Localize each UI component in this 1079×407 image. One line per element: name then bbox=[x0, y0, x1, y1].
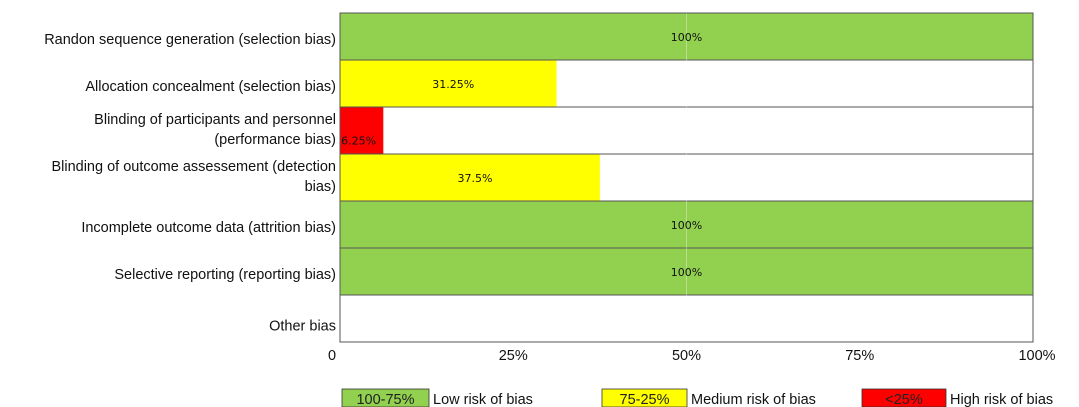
legend-key-label-2: <25% bbox=[885, 392, 923, 407]
gridlines-group bbox=[339, 12, 1034, 343]
category-label-2-line-1: (performance bias) bbox=[214, 132, 336, 148]
legend-label-1: Medium risk of bias bbox=[691, 392, 816, 407]
bar-0 bbox=[340, 13, 1033, 60]
legend-swatch-0 bbox=[341, 388, 430, 407]
category-label-0: Randon sequence generation (selection bi… bbox=[44, 32, 336, 48]
bars-group bbox=[340, 13, 1033, 295]
plot-border bbox=[339, 12, 1034, 343]
bar-value-label-1: 31.25% bbox=[432, 78, 474, 91]
category-labels-group: Randon sequence generation (selection bi… bbox=[44, 32, 336, 334]
legend-label-0: Low risk of bias bbox=[433, 392, 533, 407]
category-label-2-line-0: Blinding of participants and personnel bbox=[94, 112, 336, 128]
x-tick-label-4: 100% bbox=[1018, 348, 1055, 364]
x-tick-labels-group: 0 25% 50% 75% 100% bbox=[328, 348, 1056, 364]
category-label-3-line-1: bias) bbox=[305, 179, 336, 195]
x-tick-label-3: 75% bbox=[845, 348, 874, 364]
legend-swatch-2 bbox=[861, 388, 947, 407]
bar-1 bbox=[340, 60, 557, 107]
bar-value-label-3: 37.5% bbox=[457, 172, 492, 185]
legend: 100-75% Low risk of bias 75-25% Medium risk… bbox=[341, 388, 1053, 407]
category-label-6: Other bias bbox=[269, 318, 336, 334]
bar-labels-group: 100% 31.25% 6.25% 37.5% 100% 100% bbox=[341, 31, 702, 279]
category-label-1: Allocation concealment (selection bias) bbox=[85, 79, 336, 95]
category-label-4: Incomplete outcome data (attrition bias) bbox=[81, 220, 336, 236]
bar-3 bbox=[340, 154, 600, 201]
bar-value-label-2: 6.25% bbox=[341, 135, 376, 148]
legend-swatch-1 bbox=[601, 388, 688, 407]
category-label-5: Selective reporting (reporting bias) bbox=[114, 267, 336, 283]
bar-5 bbox=[340, 248, 1033, 295]
bar-value-label-4: 100% bbox=[671, 219, 702, 232]
bar-value-label-0: 100% bbox=[671, 31, 702, 44]
x-tick-label-0: 0 bbox=[328, 348, 336, 364]
legend-key-label-1: 75-25% bbox=[620, 392, 670, 407]
x-tick-label-1: 25% bbox=[499, 348, 528, 364]
bar-2 bbox=[340, 107, 384, 154]
legend-label-2: High risk of bias bbox=[950, 392, 1053, 407]
bar-value-label-5: 100% bbox=[671, 266, 702, 279]
x-tick-label-2: 50% bbox=[672, 348, 701, 364]
bar-4 bbox=[340, 201, 1033, 248]
legend-key-label-0: 100-75% bbox=[356, 392, 414, 407]
category-label-3-line-0: Blinding of outcome assessement (detecti… bbox=[51, 159, 336, 175]
